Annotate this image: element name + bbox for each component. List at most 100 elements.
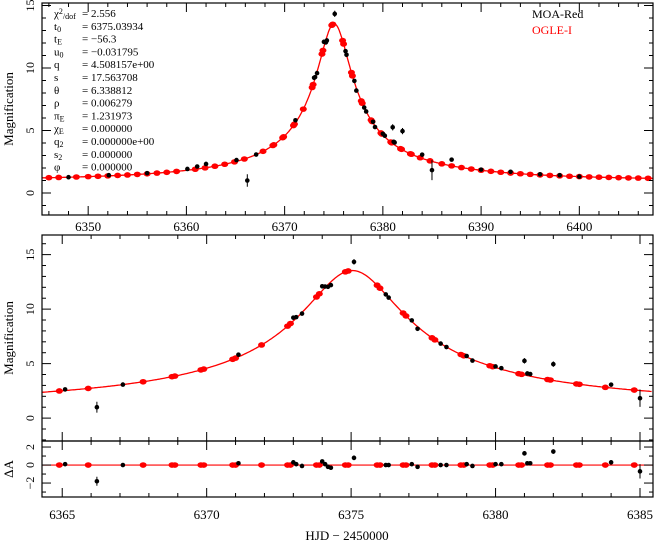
moa-point [203, 161, 209, 167]
moa-point [508, 169, 513, 175]
moa-point [637, 469, 643, 474]
fit-parameter-value: = 0.000000 [82, 123, 133, 135]
moa-point [577, 174, 582, 179]
moa-point [438, 341, 443, 346]
legend-ogle: OGLE-I [532, 23, 572, 37]
overview-panel: 6350 6360 6370 6380 6390 6400 0 5 10 15 [23, 0, 654, 234]
moa-point [390, 125, 395, 130]
x-tick-label: 6365 [49, 507, 75, 522]
moa-point [392, 140, 397, 145]
y-tick-label: 0 [23, 190, 37, 196]
ogle-point [240, 156, 248, 162]
moa-point [464, 461, 469, 467]
parameter-subscript: 2 [58, 153, 62, 162]
parameter-subscript: 0 [60, 50, 64, 59]
ogle-point [630, 387, 638, 393]
ogle-point [211, 163, 219, 170]
moa-point [637, 395, 643, 401]
ogle-point [315, 291, 323, 297]
ogle-point [55, 462, 63, 468]
zoom-panel: 0 5 10 15 [23, 234, 654, 442]
fit-parameter-label: θ [54, 85, 59, 97]
ogle-point [270, 142, 278, 148]
y-tick-label: 5 [23, 361, 37, 367]
fit-parameter-label: πE [54, 110, 65, 123]
moa-point [236, 352, 241, 357]
ogle-point [319, 47, 327, 54]
moa-point [382, 133, 388, 139]
plot-area [42, 449, 653, 486]
moa-point [449, 157, 454, 162]
x-tick-label: 6390 [468, 219, 494, 234]
ogle-point [171, 373, 179, 379]
ogle-point [84, 462, 92, 468]
x-axis-label: HJD − 2450000 [305, 528, 388, 543]
ogle-point [344, 462, 352, 468]
ogle-point [232, 355, 240, 361]
x-tick-label: 6370 [272, 219, 298, 234]
ogle-point [358, 100, 366, 107]
axes-frame [41, 2, 654, 216]
moa-point [464, 353, 469, 359]
moa-point [429, 167, 435, 173]
moa-point [344, 52, 349, 58]
moa-point [470, 463, 475, 469]
moa-point [478, 167, 484, 172]
moa-point [354, 88, 359, 93]
ogle-point [84, 385, 92, 392]
ogle-point [200, 462, 208, 468]
ogle-point [516, 170, 524, 177]
ogle-point [258, 342, 266, 348]
y-tick-label: 15 [23, 249, 37, 261]
ogle-point [55, 388, 63, 394]
parameter-symbol: χ [53, 123, 59, 135]
ogle-point [27, 390, 34, 396]
ogle-point [467, 166, 475, 172]
ogle-point [340, 41, 348, 47]
moa-point [557, 172, 562, 178]
ogle-point [518, 371, 526, 378]
moa-point [370, 119, 376, 125]
y-tick-label: 15 [23, 0, 37, 12]
moa-point [299, 311, 305, 316]
x-tick-label: 6380 [370, 219, 396, 234]
x-tick-label: 6370 [194, 507, 220, 522]
x-tick-label: 6375 [338, 507, 364, 522]
ogle-point [258, 462, 266, 468]
moa-point [386, 462, 391, 468]
moa-point [66, 174, 71, 180]
fit-parameter-value: = 0.000000 [82, 162, 133, 174]
parameter-symbol: s [54, 149, 58, 161]
moa-point [499, 365, 504, 371]
moa-point [372, 124, 378, 130]
moa-point [537, 171, 543, 177]
parameter-subscript: /dof [63, 12, 76, 21]
moa-point [293, 461, 299, 467]
fit-parameter-value: = 0.000000e+00 [82, 136, 155, 148]
moa-point [400, 128, 405, 134]
moa-point [363, 109, 369, 114]
parameter-symbol: q [54, 136, 60, 148]
ogle-point [546, 462, 554, 468]
ogle-point [448, 163, 456, 169]
moa-point [194, 164, 200, 169]
ogle-point [605, 174, 613, 181]
moa-point [253, 152, 259, 157]
ogle-point [518, 462, 526, 468]
parameter-superscript: 2 [59, 7, 63, 16]
ogle-point [585, 174, 593, 180]
moa-point [419, 152, 425, 157]
y-tick-label: −2 [23, 477, 37, 490]
moa-point [185, 166, 190, 172]
moa-point [94, 404, 100, 410]
moa-point [415, 326, 420, 332]
model-curve [42, 269, 652, 393]
fit-parameter-label: tE [54, 34, 62, 47]
legend-moa: MOA-Red [532, 7, 583, 21]
moa-point [351, 259, 357, 265]
fit-parameter-label: q2 [54, 136, 64, 149]
x-tick-label: 6380 [483, 507, 509, 522]
parameter-subscript: E [60, 114, 65, 123]
ogle-point [376, 462, 384, 468]
